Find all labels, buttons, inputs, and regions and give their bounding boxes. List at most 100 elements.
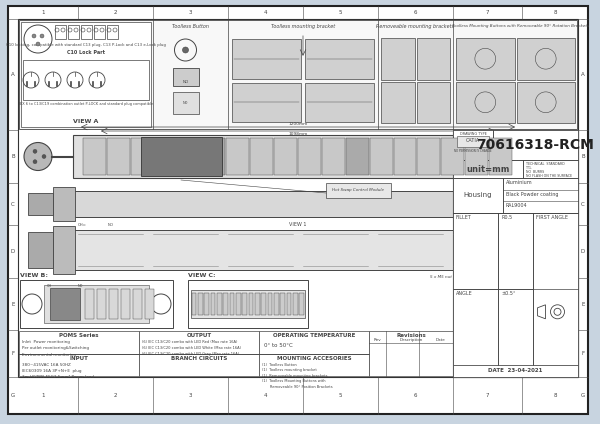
Bar bbox=[322, 138, 345, 175]
Text: 7: 7 bbox=[486, 10, 489, 15]
Text: OUTPUT: OUTPUT bbox=[187, 333, 212, 338]
Text: RAL9004: RAL9004 bbox=[506, 204, 527, 208]
Bar bbox=[453, 178, 503, 213]
Bar bbox=[131, 138, 154, 175]
Bar bbox=[261, 293, 266, 315]
Text: 5: 5 bbox=[339, 393, 342, 398]
Text: Rev: Rev bbox=[374, 338, 381, 342]
Bar bbox=[299, 293, 304, 315]
Text: CATIA: CATIA bbox=[466, 139, 480, 143]
Text: TT1.: TT1. bbox=[526, 166, 533, 170]
Text: 5: 5 bbox=[339, 10, 342, 15]
Bar bbox=[145, 289, 154, 319]
Bar bbox=[18, 19, 578, 377]
Text: 4: 4 bbox=[264, 10, 267, 15]
Text: VIEW B:: VIEW B: bbox=[20, 273, 48, 278]
Text: Toolless Mounting Buttons with Removeable 90° Rotation Brackets: Toolless Mounting Buttons with Removeabl… bbox=[452, 24, 589, 28]
Text: Aluminium: Aluminium bbox=[506, 180, 533, 185]
Text: A: A bbox=[581, 72, 585, 77]
Text: ±0.5°: ±0.5° bbox=[501, 291, 515, 296]
Bar bbox=[20, 280, 173, 328]
Text: 6: 6 bbox=[414, 393, 417, 398]
Text: 380~415VAC 16A 50HZ: 380~415VAC 16A 50HZ bbox=[22, 363, 71, 366]
Text: 7: 7 bbox=[486, 393, 489, 398]
Text: 1: 1 bbox=[41, 10, 45, 15]
Circle shape bbox=[33, 160, 37, 164]
Bar bbox=[381, 38, 415, 80]
Bar bbox=[53, 226, 75, 274]
Bar bbox=[456, 38, 515, 80]
Bar bbox=[533, 213, 578, 365]
Bar bbox=[521, 226, 543, 274]
Bar bbox=[73, 191, 523, 217]
Bar bbox=[453, 213, 498, 289]
Text: 6: 6 bbox=[414, 10, 417, 15]
Text: Housing: Housing bbox=[464, 192, 492, 198]
Text: Removeable 90° Position Brackets: Removeable 90° Position Brackets bbox=[262, 385, 332, 388]
Text: CH: CH bbox=[47, 284, 52, 288]
Bar bbox=[259, 354, 369, 376]
Text: 3m H07RN-F5G2.5mm² Power lead: 3m H07RN-F5G2.5mm² Power lead bbox=[22, 376, 94, 379]
Text: 3: 3 bbox=[189, 10, 192, 15]
Bar bbox=[226, 138, 249, 175]
Circle shape bbox=[182, 47, 188, 53]
Text: Removeable mounting brackets: Removeable mounting brackets bbox=[377, 24, 455, 29]
Bar bbox=[173, 68, 199, 86]
Bar bbox=[204, 293, 209, 315]
Text: Inlet  Power monitoring: Inlet Power monitoring bbox=[22, 340, 70, 344]
Bar bbox=[188, 280, 308, 328]
Bar bbox=[23, 60, 149, 100]
Text: INPUT: INPUT bbox=[70, 355, 88, 360]
Bar bbox=[107, 25, 118, 39]
Bar bbox=[305, 83, 374, 122]
Bar bbox=[517, 38, 575, 80]
Bar bbox=[465, 138, 488, 175]
Bar bbox=[229, 293, 235, 315]
Bar bbox=[107, 138, 130, 175]
Bar bbox=[280, 293, 285, 315]
Text: 1200mm: 1200mm bbox=[289, 122, 308, 126]
Text: DRAWING TYPE: DRAWING TYPE bbox=[460, 132, 487, 136]
Text: TECHNICAL  STANDARD: TECHNICAL STANDARD bbox=[526, 162, 565, 166]
Text: (1)  Toolless Button: (1) Toolless Button bbox=[262, 363, 296, 366]
Bar bbox=[139, 354, 259, 376]
Bar bbox=[94, 25, 105, 39]
Text: C: C bbox=[581, 201, 585, 206]
Text: 8: 8 bbox=[553, 10, 557, 15]
Bar bbox=[85, 289, 94, 319]
Bar bbox=[453, 130, 578, 377]
Text: R0.5: R0.5 bbox=[501, 215, 512, 220]
Text: 8: 8 bbox=[553, 393, 557, 398]
Bar bbox=[211, 293, 215, 315]
Bar bbox=[453, 130, 493, 160]
Bar bbox=[369, 331, 453, 376]
Bar bbox=[109, 289, 118, 319]
Bar bbox=[140, 137, 221, 176]
Bar bbox=[83, 138, 106, 175]
Bar bbox=[498, 213, 533, 289]
Text: F: F bbox=[11, 351, 14, 356]
Bar bbox=[293, 293, 298, 315]
Bar bbox=[255, 293, 260, 315]
Bar bbox=[503, 178, 578, 213]
Text: Description: Description bbox=[400, 338, 422, 342]
Bar bbox=[97, 289, 106, 319]
Bar bbox=[442, 138, 464, 175]
Circle shape bbox=[40, 34, 44, 38]
Text: (1)  Removeable mounting brackets: (1) Removeable mounting brackets bbox=[262, 374, 328, 377]
Text: NO PERMISSION IS CHANGE: NO PERMISSION IS CHANGE bbox=[454, 149, 492, 153]
Bar bbox=[418, 138, 440, 175]
Text: NO FLASH ON THE SURFACE: NO FLASH ON THE SURFACE bbox=[526, 174, 572, 178]
Circle shape bbox=[32, 34, 36, 38]
Text: Revisions: Revisions bbox=[396, 333, 426, 338]
Text: E: E bbox=[581, 301, 584, 307]
Text: BRANCH CIRCUITS: BRANCH CIRCUITS bbox=[171, 355, 227, 360]
Bar bbox=[53, 187, 75, 221]
Bar bbox=[456, 81, 515, 123]
Text: D: D bbox=[11, 249, 15, 254]
Bar bbox=[453, 365, 578, 377]
Bar bbox=[44, 285, 149, 323]
Text: VIEW A: VIEW A bbox=[73, 119, 98, 124]
Bar bbox=[457, 136, 489, 147]
Text: (6) IEC C13/C20 combo with LED Red (Max rate 16A): (6) IEC C13/C20 combo with LED Red (Max … bbox=[142, 340, 238, 344]
